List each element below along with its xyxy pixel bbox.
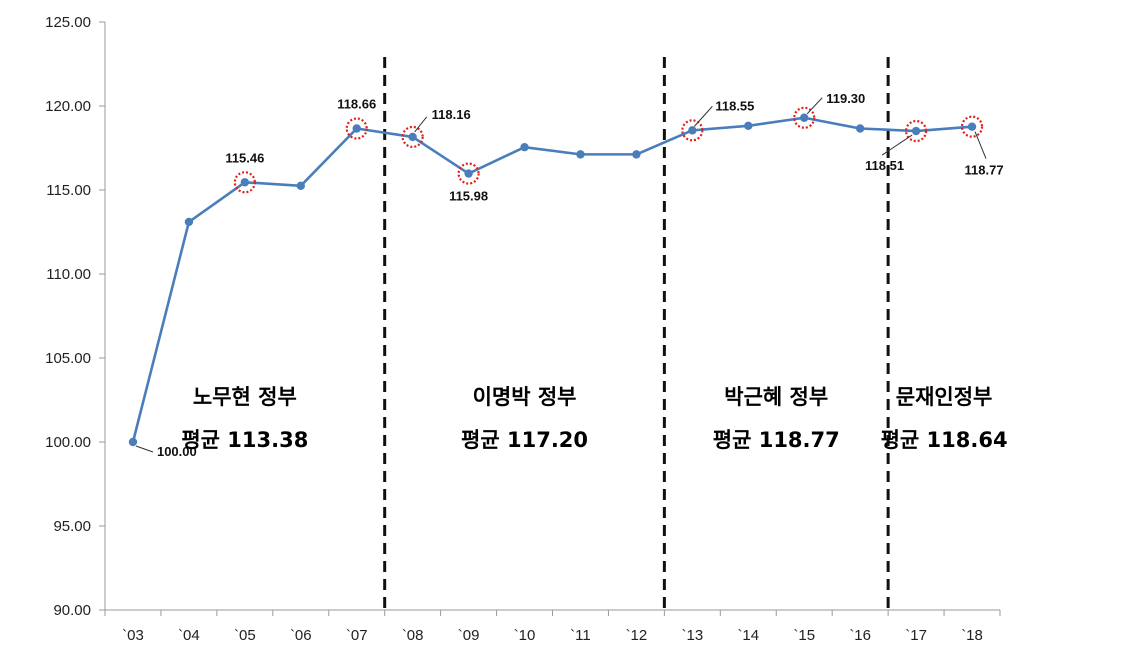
data-point	[744, 122, 752, 130]
data-point	[464, 169, 472, 177]
period-name: 박근혜 정부	[724, 385, 828, 409]
y-tick-label: 115.00	[46, 182, 91, 199]
data-label: 118.66	[337, 97, 376, 112]
x-tick-label: `10	[514, 627, 536, 644]
x-tick-label: `18	[961, 627, 983, 644]
y-tick-label: 95.00	[53, 518, 91, 535]
data-label: 118.55	[715, 98, 754, 113]
y-tick-label: 105.00	[45, 350, 91, 367]
data-point	[129, 438, 137, 446]
data-point	[576, 150, 584, 158]
data-label-leader	[807, 98, 822, 114]
x-tick-label: `12	[626, 627, 648, 644]
data-label-leader	[975, 132, 986, 159]
data-point	[241, 178, 249, 186]
period-name: 노무현 정부	[193, 385, 297, 409]
data-point	[968, 122, 976, 130]
x-tick-label: `09	[458, 627, 480, 644]
x-tick-label: `13	[682, 627, 704, 644]
data-point	[856, 124, 864, 132]
data-label-leader	[136, 446, 153, 452]
x-tick-label: `04	[178, 627, 200, 644]
data-point	[185, 218, 193, 226]
data-point	[297, 182, 305, 190]
data-label-leader	[882, 135, 912, 155]
data-point	[800, 114, 808, 122]
data-point	[520, 143, 528, 151]
y-tick-label: 120.00	[45, 98, 91, 115]
data-point	[353, 124, 361, 132]
period-average: 평균 113.38	[181, 428, 308, 452]
y-tick-label: 100.00	[45, 434, 91, 451]
y-tick-label: 110.00	[46, 266, 91, 283]
x-tick-label: `11	[570, 627, 591, 644]
x-tick-label: `17	[905, 627, 927, 644]
data-label: 115.46	[225, 150, 264, 165]
data-label: 118.77	[965, 163, 1004, 178]
x-tick-label: `16	[849, 627, 871, 644]
y-tick-label: 90.00	[53, 602, 91, 619]
data-label-leader	[694, 106, 712, 126]
data-label: 115.98	[449, 189, 488, 204]
data-label: 119.30	[826, 91, 865, 106]
data-point	[688, 126, 696, 134]
data-label: 118.16	[432, 107, 471, 122]
data-label-leader	[415, 117, 427, 132]
period-name: 문재인정부	[896, 385, 993, 409]
period-average: 평균 118.77	[713, 428, 840, 452]
data-point	[632, 150, 640, 158]
x-tick-label: `14	[737, 627, 759, 644]
x-tick-label: `08	[402, 627, 424, 644]
x-tick-label: `05	[234, 627, 256, 644]
x-tick-label: `03	[122, 627, 144, 644]
y-tick-label: 125.00	[45, 14, 91, 31]
x-tick-label: `15	[793, 627, 815, 644]
period-average: 평균 117.20	[461, 428, 588, 452]
x-tick-label: `07	[346, 627, 368, 644]
data-point	[408, 133, 416, 141]
data-point	[912, 127, 920, 135]
period-name: 이명박 정부	[473, 385, 577, 409]
period-average: 평균 118.64	[881, 428, 1008, 452]
data-label: 118.51	[865, 158, 904, 173]
x-tick-label: `06	[290, 627, 312, 644]
